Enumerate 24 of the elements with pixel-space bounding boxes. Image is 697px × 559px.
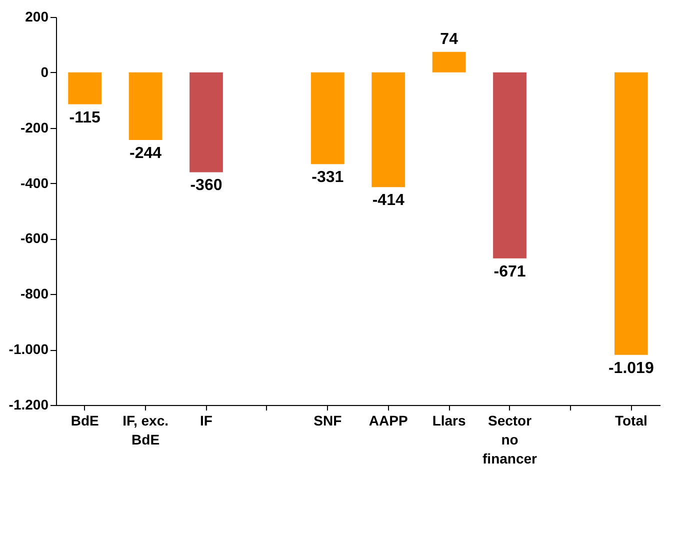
x-tick-label: SNF xyxy=(314,412,342,428)
y-tick-label: -400 xyxy=(20,174,49,191)
x-tick-label: IF xyxy=(200,412,213,428)
data-label: -115 xyxy=(69,109,101,126)
y-tick-label: -800 xyxy=(20,286,49,302)
x-tick-label: AAPP xyxy=(368,412,408,428)
x-tick-label: IF, exc. BdE xyxy=(122,412,168,448)
y-tick-label: 200 xyxy=(25,8,49,24)
y-tick-label: -600 xyxy=(20,230,49,246)
data-label: -671 xyxy=(494,263,526,280)
y-tick-label: 0 xyxy=(40,64,49,80)
data-label: -331 xyxy=(312,169,344,186)
y-tick-label: -1.000 xyxy=(8,341,49,358)
x-tick-label: BdE xyxy=(70,412,99,428)
x-tick-label: Llars xyxy=(432,412,466,428)
y-tick-label: -1.200 xyxy=(8,396,49,412)
data-label: -244 xyxy=(130,145,162,162)
data-label: -1.019 xyxy=(608,360,654,377)
x-tick-label: Sector no financer xyxy=(482,412,538,466)
data-label: 74 xyxy=(440,30,458,48)
x-tick-label: Total xyxy=(614,412,648,428)
y-tick-label: -200 xyxy=(20,119,49,136)
data-label: -360 xyxy=(190,177,222,194)
data-label: -414 xyxy=(372,192,404,210)
